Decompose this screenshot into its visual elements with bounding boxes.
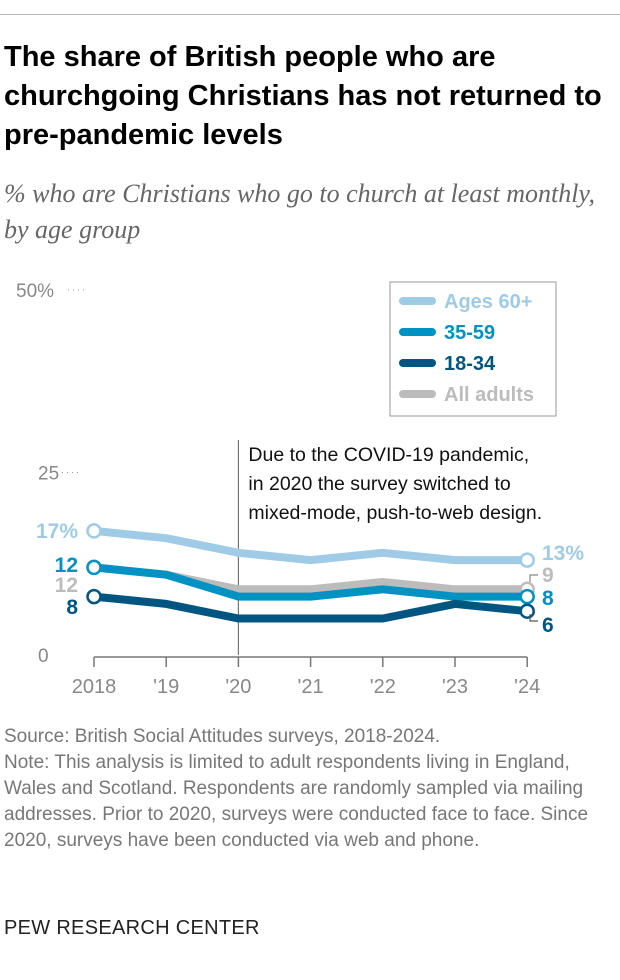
y-tick-label: 25 [38,464,59,485]
annotation-text: Due to the COVID-19 pandemic, [248,444,529,466]
start-label: 12 [55,554,78,577]
legend-label: 18-34 [444,353,496,375]
start-label: 17% [36,520,78,543]
legend-label: All adults [444,384,534,406]
y-tick-label: 0 [38,646,49,667]
series-line-18-34 [93,592,528,623]
leader-line [529,574,538,582]
top-rule [0,14,620,15]
end-label: 13% [542,542,584,565]
start-label: 12 [55,574,78,597]
data-point [86,523,102,539]
data-point [86,559,102,576]
data-point [519,588,535,605]
series-line-ages-60- [93,526,528,565]
chart-subtitle: % who are Christians who go to church at… [4,179,596,244]
legend-label: Ages 60+ [444,291,532,313]
chart-title: The share of British people who are chur… [4,41,602,151]
x-tick-label: '23 [442,676,468,698]
series-line-35-59 [93,563,528,601]
notes: Source: British Social Attitudes surveys… [4,724,604,854]
data-point [519,552,535,568]
note-text: Note: This analysis is limited to adult … [4,752,589,851]
x-tick-label: '20 [225,676,251,698]
line-chart: 0 25 50% 2018 '19 '20 '21 '22 '23 '24 Due to the C… [16,281,584,698]
x-tick-label: '24 [514,676,540,698]
data-point [86,588,102,605]
y-tick-label: 50% [16,281,54,302]
source-text: Source: British Social Attitudes surveys… [4,726,441,747]
legend-label: 35-59 [444,322,495,344]
x-tick-label: 2018 [72,676,117,698]
leader-line [529,614,538,622]
end-label: 9 [542,564,554,587]
x-tick-label: '21 [298,676,324,698]
annotation-text: in 2020 the survey switched to [248,473,510,495]
pew-logo: PEW RESEARCH CENTER [4,917,260,939]
annotation-text: mixed-mode, push-to-web design. [248,502,542,524]
data-point [519,603,535,619]
end-label: 6 [542,614,554,637]
x-tick-label: '22 [370,676,396,698]
x-tick-label: '19 [153,676,179,698]
start-label: 8 [66,596,78,619]
end-label: 8 [542,587,554,610]
